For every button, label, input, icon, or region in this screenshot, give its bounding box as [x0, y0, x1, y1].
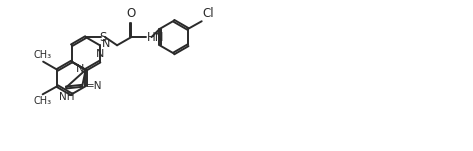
Text: HN: HN [147, 31, 165, 44]
Text: NH: NH [59, 92, 74, 102]
Text: CH₃: CH₃ [34, 50, 52, 60]
Text: N: N [96, 49, 104, 59]
Text: Cl: Cl [202, 7, 214, 20]
Text: N: N [102, 40, 110, 50]
Text: S: S [99, 31, 106, 44]
Text: O: O [127, 7, 136, 20]
Text: N: N [76, 64, 84, 74]
Text: =N: =N [86, 81, 103, 91]
Text: CH₃: CH₃ [34, 96, 52, 106]
